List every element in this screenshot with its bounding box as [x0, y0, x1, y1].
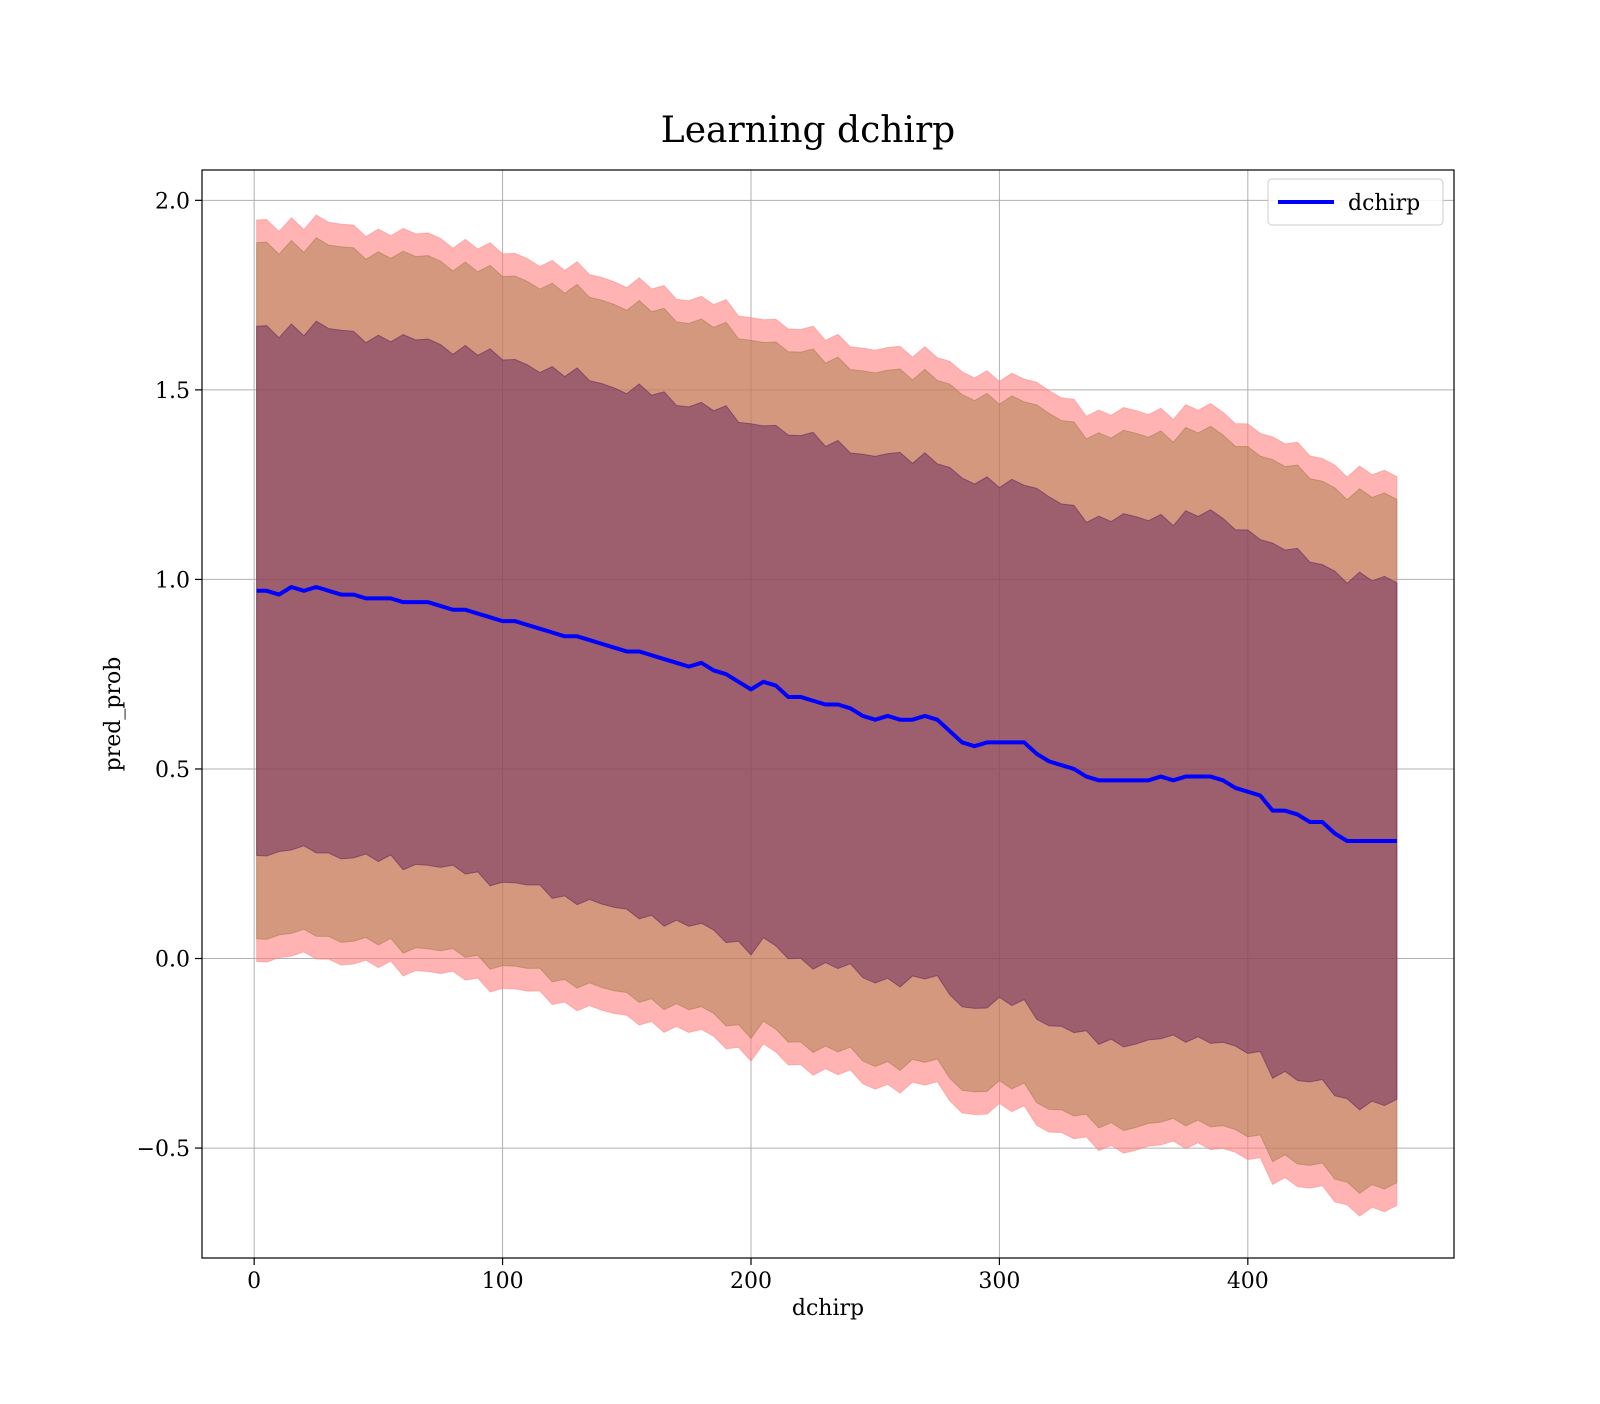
y-tick-label: 2.0: [155, 189, 190, 214]
chart-title: Learning dchirp: [661, 110, 955, 151]
legend-label: dchirp: [1348, 191, 1420, 216]
y-tick-label: −0.5: [137, 1137, 190, 1162]
x-tick-label: 100: [482, 1269, 524, 1294]
plot-area-frame: [201, 169, 1455, 1259]
band-middle: [256, 237, 1398, 1194]
x-tick-label: 300: [978, 1269, 1020, 1294]
line-layer: [256, 585, 1397, 843]
x-tick-label: 200: [730, 1269, 772, 1294]
y-axis-label: pred_prob: [101, 657, 126, 772]
x-tick-label: 0: [247, 1269, 261, 1294]
tick-layer: 0 100 200 300 400 −0.5 0.0 0.5 1.0 1.5 2.0: [137, 189, 1269, 1294]
band-outer: [256, 214, 1398, 1217]
x-tick-label: 400: [1227, 1269, 1269, 1294]
legend: dchirp: [1267, 178, 1444, 226]
band-inner: [256, 320, 1398, 1111]
y-tick-label: 1.0: [155, 568, 190, 593]
y-tick-label: 0.0: [155, 948, 190, 973]
series-line-dchirp: [256, 585, 1397, 843]
y-tick-label: 1.5: [155, 379, 190, 404]
x-axis-label: dchirp: [792, 1296, 864, 1321]
legend-box: [1267, 178, 1444, 226]
band-layer: [256, 214, 1398, 1217]
y-tick-label: 0.5: [155, 758, 190, 783]
